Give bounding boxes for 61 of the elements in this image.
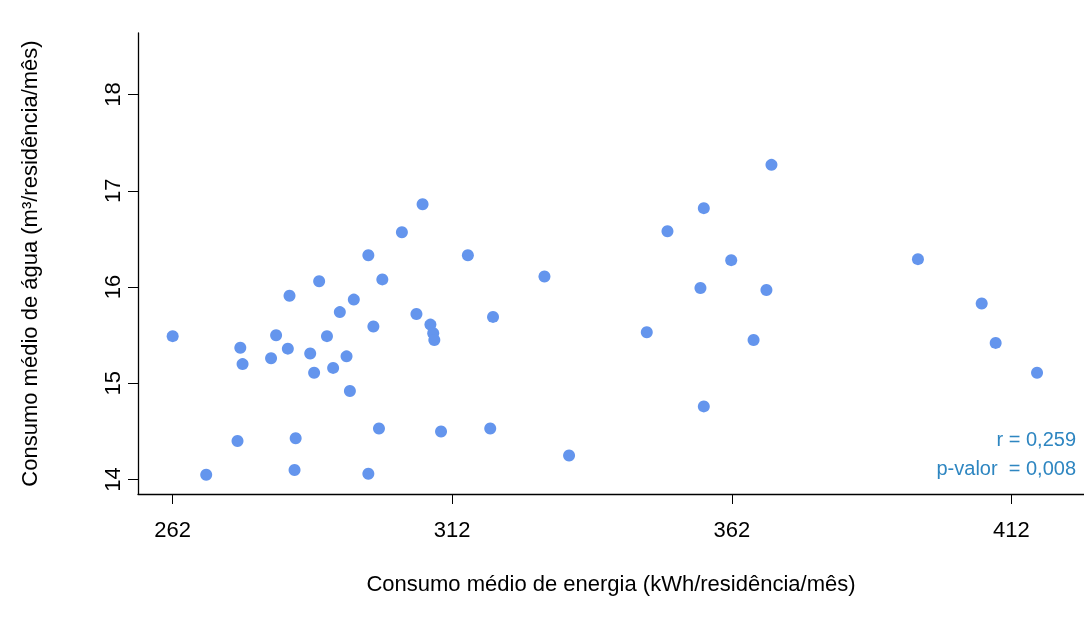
point bbox=[911, 253, 924, 266]
y-tick-label: 18 bbox=[99, 82, 125, 107]
x-tick-label: 412 bbox=[992, 516, 1030, 542]
point bbox=[697, 400, 710, 413]
y-tick-label: 16 bbox=[99, 274, 125, 300]
point bbox=[234, 341, 247, 354]
point bbox=[484, 422, 497, 435]
point bbox=[725, 254, 738, 267]
point bbox=[410, 308, 423, 321]
point bbox=[395, 226, 408, 239]
point bbox=[694, 282, 707, 295]
point bbox=[487, 310, 500, 323]
point bbox=[289, 432, 302, 445]
point bbox=[320, 330, 333, 343]
point bbox=[327, 361, 340, 374]
y-tick-label: 15 bbox=[99, 371, 125, 396]
point bbox=[281, 342, 294, 355]
point bbox=[416, 198, 429, 211]
point bbox=[333, 306, 346, 319]
point bbox=[362, 467, 375, 480]
point bbox=[975, 297, 988, 310]
x-tick-label: 312 bbox=[433, 516, 471, 542]
point bbox=[765, 158, 778, 171]
y-axis-title: Consumo médio de água (m³/residência/mês) bbox=[16, 40, 42, 487]
point bbox=[697, 202, 710, 215]
point bbox=[308, 366, 321, 379]
point bbox=[343, 385, 356, 398]
point bbox=[304, 347, 317, 360]
point bbox=[166, 330, 179, 343]
point bbox=[376, 273, 389, 286]
point bbox=[428, 334, 441, 347]
x-tick-label: 262 bbox=[154, 516, 192, 542]
point bbox=[538, 270, 551, 283]
point bbox=[288, 463, 301, 476]
point bbox=[747, 334, 760, 347]
point bbox=[640, 326, 653, 339]
point bbox=[270, 329, 283, 342]
point bbox=[435, 425, 448, 438]
point bbox=[372, 422, 385, 435]
point bbox=[313, 275, 326, 288]
point bbox=[362, 249, 375, 262]
point bbox=[367, 320, 380, 333]
point bbox=[340, 350, 353, 363]
x-axis-title: Consumo médio de energia (kWh/residência/mês) bbox=[366, 570, 856, 596]
point bbox=[563, 449, 576, 462]
point bbox=[283, 289, 296, 302]
annotation: r = 0,259 bbox=[996, 428, 1077, 450]
point bbox=[760, 283, 773, 296]
point bbox=[265, 352, 278, 365]
y-tick-label: 14 bbox=[99, 467, 125, 492]
point bbox=[461, 249, 474, 262]
point bbox=[231, 435, 244, 448]
x-tick-label: 362 bbox=[713, 516, 751, 542]
point bbox=[236, 358, 249, 371]
y-tick-label: 17 bbox=[99, 178, 125, 204]
annotation: p-valor = 0,008 bbox=[936, 457, 1076, 479]
point bbox=[661, 225, 674, 238]
point bbox=[1031, 366, 1044, 379]
point bbox=[200, 468, 213, 481]
point bbox=[989, 336, 1002, 349]
point bbox=[347, 293, 360, 306]
